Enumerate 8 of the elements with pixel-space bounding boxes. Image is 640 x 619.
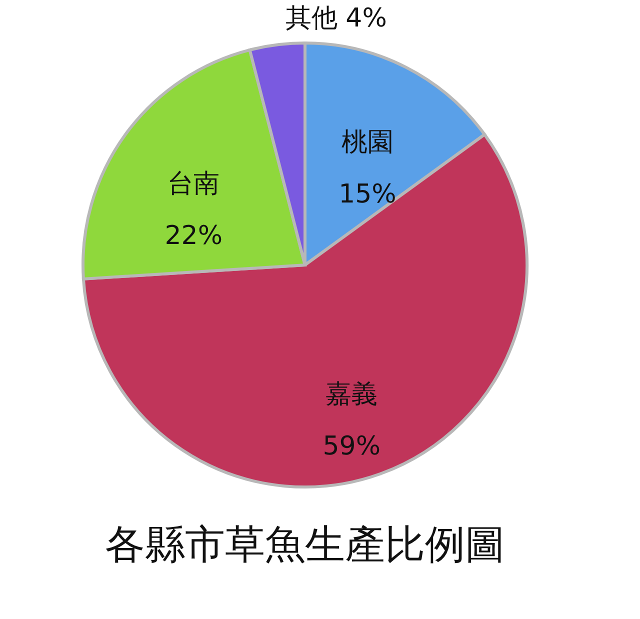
slice-label: 其他 4% — [285, 3, 387, 34]
slice-label: 桃園 — [341, 127, 394, 158]
data-label: 59% — [322, 432, 381, 462]
slice-label: 台南 — [168, 169, 220, 200]
data-label: 15% — [338, 179, 396, 210]
data-label: 22% — [164, 221, 223, 252]
text: 各縣市草魚生產比例圖 — [105, 522, 505, 568]
slice-label: 嘉義 — [326, 380, 378, 410]
